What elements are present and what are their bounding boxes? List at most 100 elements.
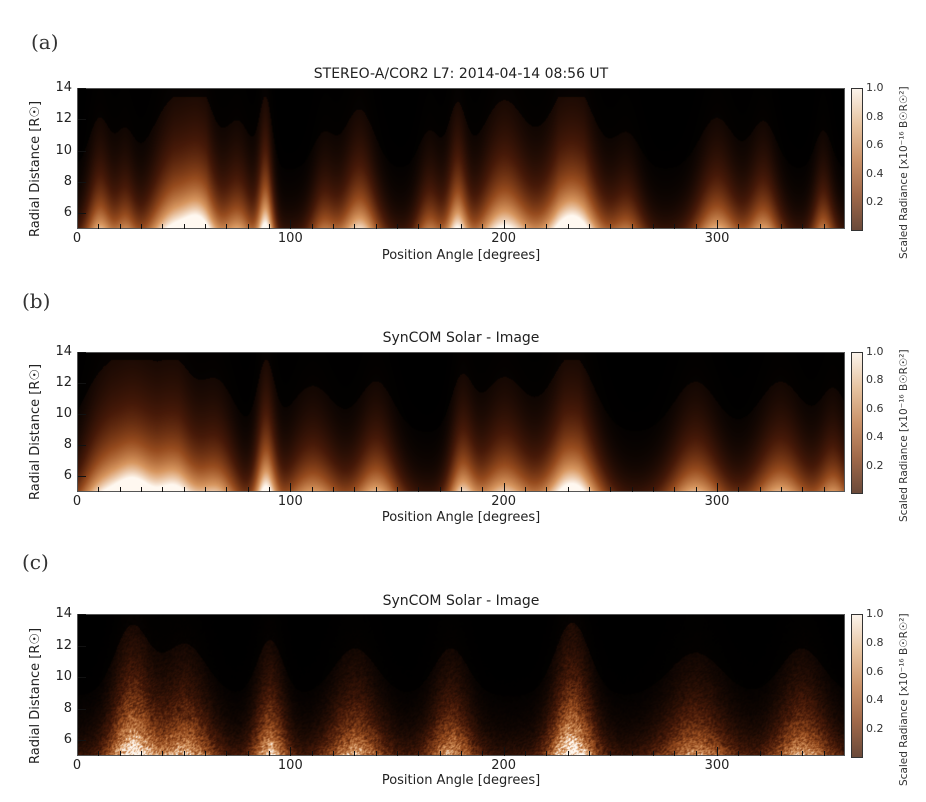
x-tick-mark [653,224,654,229]
x-tick-mark [759,224,761,229]
x-tick-mark [333,224,334,229]
y-tick-label: 10 [55,406,72,422]
x-tick-mark [418,487,420,492]
x-tick-mark [119,487,121,492]
y-tick-label: 12 [55,375,72,391]
x-tick-label: 200 [491,758,517,773]
panel-b-colorbar [851,352,863,494]
colorbar-tick-label: 1.0 [866,81,884,94]
x-tick-mark [226,224,228,229]
x-tick-mark [162,487,164,492]
x-tick-mark [354,487,356,492]
x-tick-mark [717,747,718,756]
x-tick-mark [717,483,718,492]
x-tick-mark [759,487,761,492]
x-tick-mark [695,224,697,229]
colorbar-tick-label: 0.2 [866,458,884,472]
colorbar-tick-label: 0.2 [866,722,884,736]
x-tick-mark [802,751,804,756]
x-tick-mark [375,224,377,229]
x-tick-mark [738,487,740,492]
x-tick-mark [418,751,420,756]
x-tick-mark [610,487,612,492]
y-tick-label: 6 [63,468,72,484]
x-tick-mark [738,751,740,756]
x-tick-mark [631,751,633,756]
x-tick-mark [311,751,313,756]
y-tick-mark [78,119,86,121]
x-tick-mark [439,751,441,756]
y-tick-mark [78,677,86,679]
y-tick-label: 12 [55,111,72,127]
x-tick-mark [503,483,505,492]
x-tick-mark [717,220,718,229]
panel-c-heatmap [77,614,845,756]
y-tick-label: 14 [55,606,72,621]
x-tick-mark [567,224,569,229]
x-tick-mark [546,751,548,756]
x-tick-mark [247,751,249,756]
y-tick-label: 14 [55,80,72,95]
x-tick-mark [461,751,462,756]
panel-c-letter: (c) [22,550,49,574]
x-tick-label: 0 [72,494,82,509]
colorbar-tick-label: 0.4 [866,430,884,444]
y-tick-label: 8 [63,700,72,716]
x-tick-label: 200 [491,231,517,246]
panel-b-heatmap [77,352,845,492]
colorbar-tick-label: 0.2 [866,195,884,209]
x-tick-mark [354,751,356,756]
x-tick-label: 100 [277,494,303,509]
panel-b-letter: (b) [22,289,51,313]
x-tick-mark [610,751,612,756]
y-tick-mark [78,445,86,447]
x-tick-mark [503,220,505,229]
y-tick-mark [78,645,86,647]
y-tick-mark [78,150,86,152]
panel-a-title: STEREO-A/COR2 L7: 2014-04-14 08:56 UT [313,66,609,82]
y-tick-mark [78,740,86,742]
x-tick-mark [631,224,633,229]
y-tick-label: 14 [55,344,72,359]
panel-a-heatmap [77,88,845,229]
x-tick-mark [823,751,825,756]
x-tick-label: 0 [72,758,82,773]
x-tick-mark [589,224,590,229]
colorbar-tick-label: 0.8 [866,109,884,123]
x-tick-label: 0 [72,231,82,246]
x-tick-mark [311,487,313,492]
x-axis-label: Position Angle [degrees] [381,510,541,525]
colorbar-tick-label: 0.4 [866,693,884,707]
y-tick-label: 12 [55,637,72,653]
x-axis-label: Position Angle [degrees] [381,248,541,263]
y-tick-label: 10 [55,142,72,158]
y-tick-mark [78,708,86,710]
x-tick-mark [141,487,142,492]
x-tick-mark [482,487,484,492]
colorbar-tick-label: 0.6 [866,401,884,415]
x-tick-mark [610,224,612,229]
x-tick-mark [119,751,121,756]
x-tick-mark [162,224,164,229]
y-tick-mark [78,476,86,478]
x-tick-mark [525,487,526,492]
y-tick-label: 6 [63,732,72,748]
x-tick-mark [354,224,356,229]
x-tick-mark [567,751,569,756]
y-axis-label: Radial Distance [R☉] [28,363,43,500]
y-tick-mark [78,182,86,183]
y-tick-mark [78,213,86,215]
colorbar-tick-label: 0.4 [866,166,884,180]
x-tick-mark [802,487,804,492]
x-tick-mark [333,487,334,492]
colorbar-tick-label: 1.0 [866,345,884,358]
x-tick-mark [781,224,782,229]
x-tick-label: 300 [704,758,730,773]
x-tick-mark [247,487,249,492]
x-tick-mark [269,224,270,229]
x-tick-mark [525,224,526,229]
x-tick-label: 200 [491,494,517,509]
x-tick-mark [546,487,548,492]
x-axis-label: Position Angle [degrees] [381,773,541,788]
x-tick-label: 300 [704,494,730,509]
